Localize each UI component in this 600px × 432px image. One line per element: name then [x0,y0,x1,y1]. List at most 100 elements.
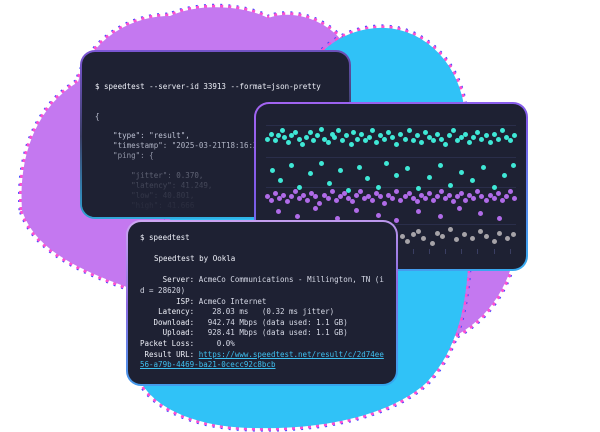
ping-dot [510,232,516,238]
upload-dot [349,199,355,205]
upload-dot [357,189,363,195]
download-dot [337,168,343,173]
upload-dot [479,194,485,200]
axis-tick [428,249,430,255]
upload-dot [281,192,286,198]
download-dot [495,136,501,142]
download-dot [378,133,384,139]
ping-dot [440,234,446,239]
upload-dot [370,197,376,203]
download-dot [278,177,284,183]
upload-dot [398,197,404,203]
download-dot [405,166,411,172]
upload-dot [268,197,274,203]
download-dot [318,161,324,167]
upload-dot [382,201,388,206]
upload-dot [467,192,473,198]
download-dot [483,133,489,139]
upload-dot [335,215,340,221]
upload-dot [491,196,497,202]
ping-dot [421,235,427,241]
download-dot [414,133,420,139]
axis-tick [445,249,446,255]
download-dot [318,126,324,132]
gridline [266,125,516,127]
upload-dot [325,196,331,202]
download-dot [329,131,335,137]
upload-dot [301,192,307,198]
upload-dot [447,192,453,198]
download-dot [502,172,508,178]
download-dot [437,163,443,169]
download-dot [299,141,305,147]
upload-dot [353,207,359,213]
download-dot [264,136,270,142]
download-dot [375,184,381,190]
upload-dot [416,209,421,215]
result-row: Upload: 928.41 Mbps (data used: 1.1 GB) [140,328,384,339]
download-dot [402,136,408,142]
upload-dot [402,194,408,200]
download-dot [351,130,357,136]
download-dot [499,128,505,134]
download-dot [406,128,412,134]
result-row-value: AcmeCo Internet [198,296,267,306]
axis-tick [412,249,414,255]
upload-dot [418,192,424,198]
upload-dot [374,191,380,197]
ping-dot [470,235,475,241]
download-dot [279,128,285,134]
upload-dot [459,191,465,197]
upload-dot [471,196,477,202]
result-terminal-window: $ speedtest Speedtest by Ookla Server: A… [126,220,398,386]
download-dot [467,139,473,145]
download-dot [491,131,497,137]
download-dot [272,138,278,144]
upload-dot [414,199,420,205]
axis-tick [493,249,495,255]
ping-dot [434,230,440,236]
upload-dot [394,217,400,223]
download-dot [308,171,313,177]
json-output-line: "type": "result", [95,131,190,141]
download-dot [314,133,320,139]
download-dot [507,138,513,144]
upload-dot [487,192,493,198]
download-dot [503,135,509,140]
ping-dot [453,237,459,243]
download-dot [310,138,316,144]
result-row-label: Latency: [140,307,199,317]
download-dot [348,141,354,147]
download-dot [359,131,365,137]
download-dot [289,133,295,139]
download-dot [475,130,481,136]
upload-dot [313,194,319,200]
download-dot [410,138,416,144]
download-dot [390,135,396,140]
download-dot [374,139,380,145]
speedtest-heading: Speedtest by Ookla [154,254,236,264]
upload-dot [451,199,457,205]
json-output-line: { [95,111,100,121]
upload-dot [463,197,469,203]
download-dot [286,139,292,145]
upload-dot [478,210,484,216]
ping-dot [461,232,467,238]
ping-dot [448,227,454,233]
download-dot [356,164,362,170]
result-row: Packet Loss: 0.0% [140,339,384,350]
upload-dot [394,189,400,195]
result-row-label: Result URL: [140,349,199,359]
result-url-link[interactable]: https://www.speedtest.net/result/c/2d74e… [140,349,384,370]
upload-dot [375,212,381,218]
result-row-label: Server: [140,275,199,285]
download-dot [364,176,370,182]
axis-tick [477,249,479,255]
result-row: Result URL: https://www.speedtest.net/re… [140,350,384,371]
result-terminal-command: $ speedtest [140,233,190,242]
download-dot [480,164,486,170]
upload-dot [272,191,278,197]
download-dot [370,128,376,134]
download-dot [463,131,469,137]
axis-tick [461,249,463,255]
